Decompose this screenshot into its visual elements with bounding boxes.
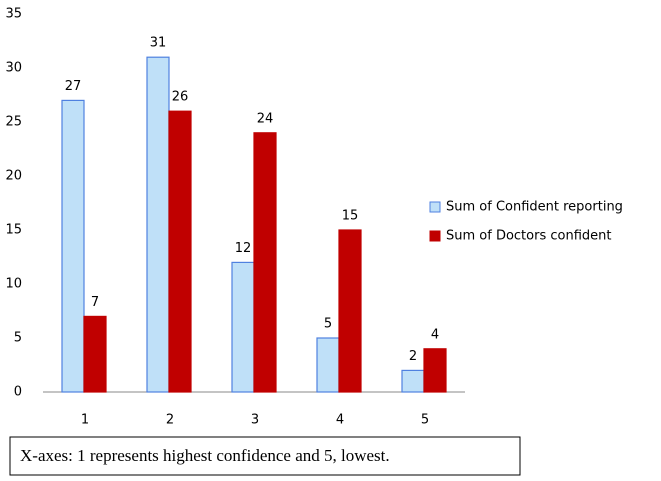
- x-tick-label: 5: [421, 413, 429, 428]
- value-label: 27: [65, 79, 82, 94]
- y-tick-label: 20: [5, 169, 22, 184]
- value-label: 24: [257, 111, 274, 126]
- x-tick-label: 2: [166, 413, 174, 428]
- value-label: 12: [235, 241, 252, 256]
- bar: [146, 56, 170, 393]
- value-label: 7: [91, 295, 99, 310]
- x-tick-label: 4: [336, 413, 344, 428]
- y-tick-label: 25: [5, 115, 22, 130]
- caption: X-axes: 1 represents highest confidence …: [20, 446, 390, 465]
- bar: [253, 132, 277, 393]
- bar: [423, 348, 447, 393]
- value-label: 2: [409, 349, 417, 364]
- value-label: 31: [150, 36, 167, 51]
- value-label: 4: [431, 327, 439, 342]
- y-tick-label: 35: [5, 7, 22, 22]
- bar: [168, 110, 192, 393]
- y-tick-label: 0: [14, 385, 22, 400]
- value-label: 26: [172, 90, 189, 105]
- y-tick-label: 30: [5, 61, 22, 76]
- bar: [401, 369, 425, 393]
- x-tick-label: 3: [251, 413, 259, 428]
- bar: [61, 99, 85, 393]
- y-tick-label: 5: [14, 331, 22, 346]
- bar: [316, 337, 340, 393]
- y-tick-label: 10: [5, 277, 22, 292]
- legend-swatch: [429, 201, 441, 213]
- bar: [231, 261, 255, 393]
- value-label: 15: [342, 209, 359, 224]
- bar: [338, 229, 362, 393]
- legend-swatch: [429, 230, 441, 242]
- legend-label: Sum of Confident reporting: [446, 200, 623, 215]
- legend-label: Sum of Doctors confident: [446, 229, 611, 244]
- y-tick-label: 15: [5, 223, 22, 238]
- bar: [83, 315, 107, 393]
- caption-box: [9, 436, 521, 476]
- x-tick-label: 1: [81, 413, 89, 428]
- value-label: 5: [324, 317, 332, 332]
